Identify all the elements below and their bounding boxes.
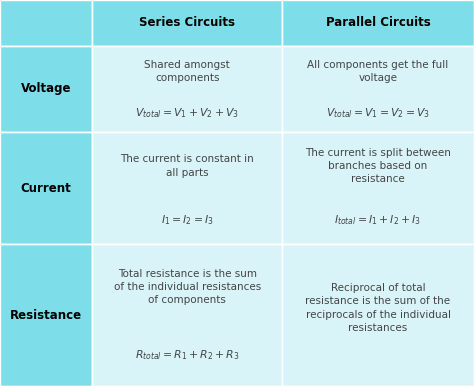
Bar (92, 244, 282, 386)
Text: The current is split between
branches based on
resistance: The current is split between branches ba… (305, 148, 451, 184)
Bar (0, 0, 92, 46)
Bar (0, 46, 92, 132)
Text: $I_1 = I_2 = I_3$: $I_1 = I_2 = I_3$ (161, 213, 214, 227)
Bar (0, 244, 92, 386)
Text: $V_{total} = V_1 = V_2 = V_3$: $V_{total} = V_1 = V_2 = V_3$ (326, 107, 430, 120)
Text: All components get the full
voltage: All components get the full voltage (308, 60, 448, 83)
Text: Voltage: Voltage (21, 83, 72, 95)
Bar (282, 46, 474, 132)
Text: Reciprocal of total
resistance is the sum of the
reciprocals of the individual
r: Reciprocal of total resistance is the su… (305, 283, 451, 333)
Bar (282, 132, 474, 244)
Text: $R_{total} = R_1 + R_2 + R_3$: $R_{total} = R_1 + R_2 + R_3$ (135, 348, 239, 362)
Text: Series Circuits: Series Circuits (139, 16, 235, 29)
Text: Total resistance is the sum
of the individual resistances
of components: Total resistance is the sum of the indiv… (114, 269, 261, 305)
Bar (0, 132, 92, 244)
Text: Shared amongst
components: Shared amongst components (145, 60, 230, 83)
Text: $I_{total} = I_1 + I_2 + I_3$: $I_{total} = I_1 + I_2 + I_3$ (335, 213, 421, 227)
Text: Current: Current (21, 182, 72, 195)
Bar (282, 244, 474, 386)
Text: The current is constant in
all parts: The current is constant in all parts (120, 154, 254, 178)
Bar (282, 0, 474, 46)
Text: $V_{total} = V_1 + V_2 + V_3$: $V_{total} = V_1 + V_2 + V_3$ (135, 107, 239, 120)
Text: Parallel Circuits: Parallel Circuits (326, 16, 430, 29)
Bar (92, 0, 282, 46)
Text: Resistance: Resistance (10, 309, 82, 322)
Bar (92, 46, 282, 132)
Bar (92, 132, 282, 244)
